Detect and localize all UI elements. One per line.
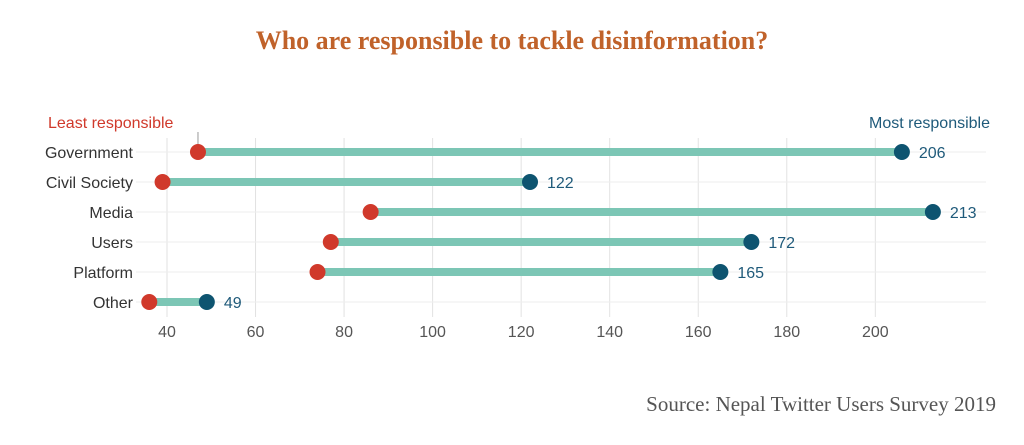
most-responsible-label: Most responsible <box>869 115 990 132</box>
x-tick-label: 140 <box>596 324 623 341</box>
most-point <box>924 204 941 220</box>
value-label: 213 <box>950 205 977 222</box>
x-tick-label: 200 <box>862 324 889 341</box>
least-point <box>322 234 339 250</box>
category-label: Media <box>89 205 133 222</box>
x-tick-label: 80 <box>335 324 353 341</box>
value-label: 206 <box>919 145 946 162</box>
least-point <box>189 144 206 160</box>
category-label: Civil Society <box>46 175 133 192</box>
category-label: Platform <box>73 265 133 282</box>
least-point <box>141 294 158 310</box>
most-point <box>712 264 729 280</box>
least-point <box>154 174 171 190</box>
x-tick-label: 40 <box>158 324 176 341</box>
most-point <box>893 144 910 160</box>
value-label: 122 <box>547 175 574 192</box>
x-tick-label: 100 <box>419 324 446 341</box>
category-label: Users <box>91 235 133 252</box>
most-point <box>198 294 215 310</box>
most-point <box>522 174 539 190</box>
least-point <box>362 204 379 220</box>
x-tick-label: 160 <box>685 324 712 341</box>
least-point <box>309 264 326 280</box>
category-label: Other <box>93 295 134 312</box>
source-note: Source: Nepal Twitter Users Survey 2019 <box>646 392 996 416</box>
most-point <box>743 234 760 250</box>
x-tick-label: 120 <box>508 324 535 341</box>
least-responsible-label: Least responsible <box>48 115 174 132</box>
value-label: 165 <box>737 265 764 282</box>
chart-title: Who are responsible to tackle disinforma… <box>255 26 769 55</box>
value-label: 172 <box>768 235 795 252</box>
category-label: Government <box>45 145 134 162</box>
x-tick-label: 60 <box>247 324 265 341</box>
x-tick-label: 180 <box>773 324 800 341</box>
value-label: 49 <box>224 295 242 312</box>
